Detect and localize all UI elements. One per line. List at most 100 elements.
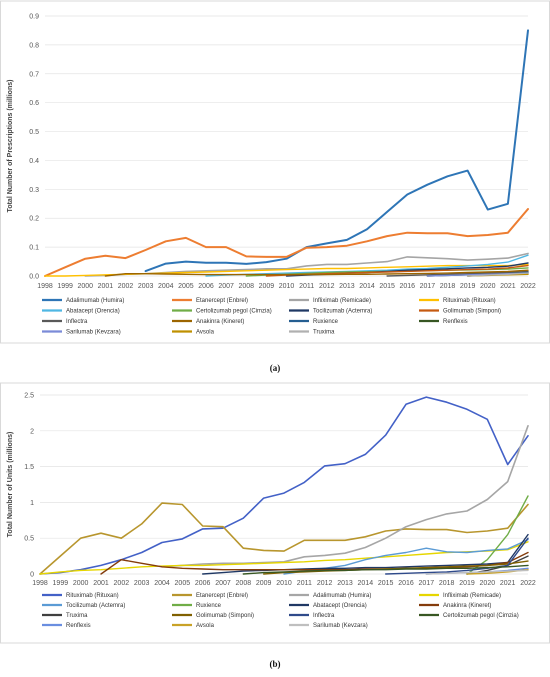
legend-item: Abatacept (Orencia) xyxy=(42,309,120,315)
series-line-adalimumab-humira xyxy=(144,29,529,273)
y-tick-label: 0.8 xyxy=(29,42,39,49)
legend-label: Abatacept (Orencia) xyxy=(313,603,367,609)
y-tick-label: 0.6 xyxy=(29,100,39,107)
legend-label: Infliximab (Remicade) xyxy=(313,298,371,304)
y-tick-label: 1 xyxy=(30,500,34,507)
legend-item: Golimumab (Simponi) xyxy=(172,613,254,619)
x-tick-label: 2002 xyxy=(118,283,134,290)
x-tick-label: 2008 xyxy=(238,283,254,290)
legend-item: Renflexis xyxy=(42,623,91,629)
legend-item: Golimumab (Simponi) xyxy=(419,309,501,315)
y-tick-label: 2 xyxy=(30,428,34,435)
x-tick-label: 2017 xyxy=(420,283,436,290)
legend-item: Adalimumab (Humira) xyxy=(289,593,371,599)
legend-item: Ruxience xyxy=(172,603,222,609)
series-line-sarilumab-kevzara xyxy=(425,569,529,575)
legend-item: Rituximab (Rituxan) xyxy=(419,298,496,304)
legend-item: Truxima xyxy=(289,330,335,336)
legend-label: Tocilizumab (Actemra) xyxy=(66,603,125,609)
legend-item: Tocilizumab (Actemra) xyxy=(42,603,125,609)
legend-label: Infliximab (Remicade) xyxy=(443,593,501,599)
y-tick-label: 2.5 xyxy=(24,393,34,400)
legend-label: Certolizumab pegol (Cimzia) xyxy=(443,613,519,619)
legend-item: Abatacept (Orencia) xyxy=(289,603,367,609)
legend-label: Avsola xyxy=(196,330,215,336)
legend-label: Rituximab (Rituxan) xyxy=(443,298,496,304)
series-line-adalimumab-humira xyxy=(161,425,529,568)
legend-item: Certolizumab pegol (Cimzia) xyxy=(419,613,519,619)
series-line-certolizumab-pegol-cimzia xyxy=(242,564,529,575)
x-tick-label: 2014 xyxy=(358,580,374,587)
y-tick-label: 0 xyxy=(30,572,34,579)
legend-label: Ruxience xyxy=(196,603,222,609)
legend-item: Sarilumab (Kevzara) xyxy=(289,623,368,629)
legend-item: Anakinra (Kineret) xyxy=(172,319,244,325)
legend-item: Rituximab (Rituxan) xyxy=(42,593,119,599)
legend-label: Truxima xyxy=(313,330,335,336)
panel-caption: (a) xyxy=(270,363,281,373)
x-tick-label: 2011 xyxy=(299,283,314,290)
series-line-truxima xyxy=(466,272,529,277)
legend-label: Inflectra xyxy=(66,319,88,325)
legend-item: Anakinra (Kineret) xyxy=(419,603,491,609)
y-tick-label: 0.0 xyxy=(29,274,39,281)
legend-label: Truxima xyxy=(66,613,88,619)
legend-item: Renflexis xyxy=(419,319,468,325)
x-tick-label: 2015 xyxy=(379,283,395,290)
legend-label: Certolizumab pegol (Cimzia) xyxy=(196,309,272,315)
x-tick-label: 2016 xyxy=(399,283,415,290)
legend-label: Anakinra (Kineret) xyxy=(443,603,491,609)
legend-item: Ruxience xyxy=(289,319,339,325)
x-tick-label: 2020 xyxy=(480,283,496,290)
x-tick-label: 2010 xyxy=(276,580,292,587)
legend-item: Truxima xyxy=(42,613,88,619)
series-line-etanercept-enbrel xyxy=(39,502,529,575)
legend-item: Avsola xyxy=(172,623,215,629)
chart-panel-b: 0 0.5 1 1.5 2 2.5 1998 1999 2000 2001 2002 2003 2004… xyxy=(0,382,550,644)
x-tick-label: 2013 xyxy=(337,580,353,587)
x-tick-label: 2021 xyxy=(500,283,516,290)
legend-label: Inflectra xyxy=(313,613,335,619)
series-line-anakinra-kineret xyxy=(100,551,529,575)
legend-label: Ruxience xyxy=(313,319,339,325)
x-tick-label: 2004 xyxy=(158,283,174,290)
y-tick-label: 1.5 xyxy=(24,464,34,471)
x-tick-label: 2015 xyxy=(378,580,394,587)
panel-caption: (b) xyxy=(270,659,281,669)
x-tick-label: 2009 xyxy=(256,580,272,587)
series-line-ruxience xyxy=(466,495,529,575)
series-line-abatacept-orencia xyxy=(202,533,529,575)
series-line-inflectra xyxy=(385,537,529,575)
legend-label: Tocilizumab (Actemra) xyxy=(313,309,372,315)
series-line-anakinra-kineret xyxy=(104,269,529,277)
x-tick-label: 1998 xyxy=(37,283,53,290)
x-tick-label: 2006 xyxy=(198,283,214,290)
x-tick-label: 2010 xyxy=(279,283,295,290)
x-tick-label: 2012 xyxy=(319,283,335,290)
legend-item: Etanercept (Enbrel) xyxy=(172,593,248,599)
x-tick-label: 2012 xyxy=(317,580,333,587)
x-tick-label: 2009 xyxy=(259,283,275,290)
legend-label: Sarilumab (Kevzara) xyxy=(313,623,368,629)
legend-label: Etanercept (Enbrel) xyxy=(196,593,248,599)
legend-label: Anakinra (Kineret) xyxy=(196,319,244,325)
legend-label: Avsola xyxy=(196,623,215,629)
legend-label: Abatacept (Orencia) xyxy=(66,309,120,315)
legend-item: Sarilumab (Kevzara) xyxy=(42,330,121,336)
x-tick-label: 2022 xyxy=(520,283,536,290)
legend-label: Golimumab (Simponi) xyxy=(443,309,501,315)
x-tick-label: 1998 xyxy=(32,580,48,587)
x-tick-label: 2008 xyxy=(236,580,252,587)
x-tick-label: 2000 xyxy=(73,580,89,587)
x-tick-label: 2006 xyxy=(195,580,211,587)
x-tick-label: 2005 xyxy=(175,580,191,587)
legend-label: Golimumab (Simponi) xyxy=(196,613,254,619)
y-tick-label: 0.2 xyxy=(29,216,39,223)
x-tick-label: 2007 xyxy=(218,283,234,290)
legend-label: Sarilumab (Kevzara) xyxy=(66,330,121,336)
x-tick-label: 2005 xyxy=(178,283,194,290)
legend-item: Infliximab (Remicade) xyxy=(289,298,371,304)
x-tick-label: 2014 xyxy=(359,283,375,290)
y-tick-label: 0.4 xyxy=(29,158,39,165)
x-tick-label: 2003 xyxy=(138,283,154,290)
